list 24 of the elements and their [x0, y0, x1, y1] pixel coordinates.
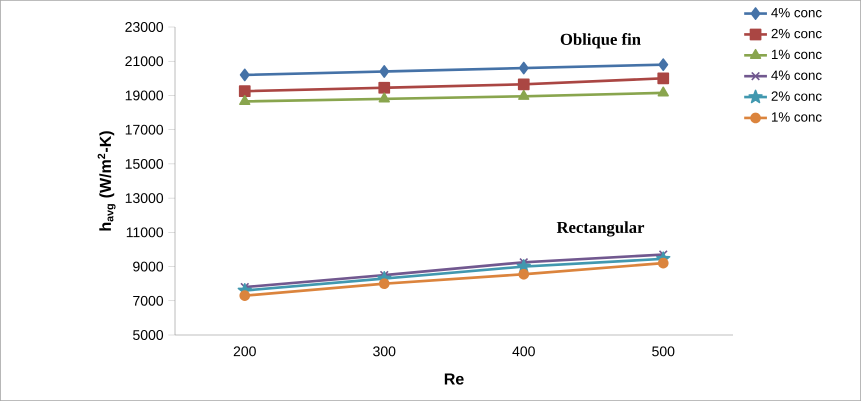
- legend-label: 1% conc: [772, 112, 822, 122]
- legend-label: 2% conc: [772, 91, 822, 101]
- legend-label: 2% conc: [772, 28, 822, 38]
- y-axis-title: h$_{avg}$ (W/m$^{2}$-K): [98, 131, 116, 230]
- y-tick-label: 11000: [126, 227, 164, 238]
- x-tick-label: 200: [234, 346, 256, 356]
- y-tick-label: 15000: [126, 158, 164, 169]
- legend-label: 1% conc: [772, 50, 822, 60]
- x-axis-title: Re: [444, 373, 464, 385]
- y-tick-label: 23000: [125, 22, 164, 32]
- legend-label: 4% conc: [771, 8, 822, 18]
- annotation: Rectangular: [556, 221, 644, 237]
- y-tick-label: 19000: [126, 90, 164, 100]
- x-tick-label: 400: [512, 346, 535, 356]
- y-tick-label: 13000: [126, 193, 164, 204]
- x-tick-label: 300: [373, 346, 396, 356]
- x-tick-label: 500: [652, 346, 674, 356]
- y-tick-label: 9000: [133, 262, 164, 272]
- legend-label: 4% conc: [771, 70, 822, 80]
- y-tick-label: 21000: [125, 56, 164, 66]
- y-tick-label: 7000: [133, 296, 164, 306]
- y-tick-label: 17000: [126, 124, 164, 135]
- y-tick-label: 5000: [133, 330, 164, 340]
- annotation: Oblique fin: [560, 33, 641, 48]
